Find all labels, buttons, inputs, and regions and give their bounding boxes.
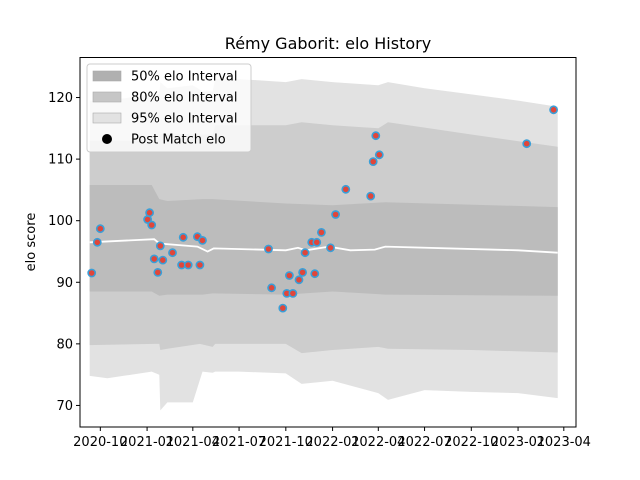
- data-point: [374, 150, 384, 160]
- x-tick-label: 2021-07: [212, 435, 266, 450]
- legend-label: Post Match elo: [131, 133, 226, 148]
- x-axis: 2020-102021-012021-042021-072021-102022-…: [73, 427, 591, 450]
- chart-title: Rémy Gaborit: elo History: [225, 34, 431, 53]
- interval-bands: [89, 79, 558, 411]
- data-point: [95, 224, 105, 234]
- legend-swatch: [92, 70, 122, 82]
- data-point: [368, 157, 378, 166]
- data-point: [312, 237, 322, 247]
- y-tick-label: 90: [56, 276, 73, 291]
- legend-label: 50% elo Interval: [131, 70, 238, 85]
- data-point: [168, 248, 177, 258]
- data-point: [326, 243, 335, 253]
- data-point: [284, 271, 294, 280]
- plot-frame: [79, 57, 577, 428]
- data-point: [331, 210, 340, 219]
- y-tick-label: 120: [48, 91, 73, 106]
- data-point: [183, 260, 193, 270]
- data-point: [145, 208, 154, 218]
- x-tick-label: 2023-04: [537, 435, 591, 450]
- y-axis: 70 80 90 100 110 120: [48, 91, 80, 414]
- x-tick-label: 2021-04: [166, 435, 220, 450]
- legend-swatch: [92, 112, 122, 124]
- mean-elo-line: [89, 238, 558, 254]
- data-point: [149, 254, 159, 264]
- x-tick-label: 2021-10: [259, 435, 313, 450]
- data-point: [155, 241, 165, 251]
- data-point: [147, 220, 157, 230]
- data-point: [92, 237, 102, 247]
- x-tick-label: 2021-01: [120, 435, 174, 450]
- data-point: [341, 184, 351, 194]
- x-tick-label: 2022-04: [351, 435, 405, 450]
- y-tick-label: 80: [56, 337, 73, 352]
- y-tick-label: 110: [48, 153, 73, 168]
- x-tick-label: 2020-10: [73, 435, 127, 450]
- x-tick-label: 2023-01: [491, 435, 545, 450]
- y-axis-label: elo score: [24, 213, 39, 272]
- data-point: [522, 139, 532, 149]
- data-point: [195, 260, 205, 270]
- data-point: [158, 255, 168, 265]
- data-point: [267, 283, 276, 293]
- legend-marker: [102, 134, 112, 144]
- data-point: [278, 303, 288, 313]
- y-tick-label: 100: [48, 214, 73, 229]
- data-point: [316, 227, 326, 237]
- mean-line: [89, 238, 558, 254]
- legend-swatch: [92, 91, 122, 103]
- data-point: [198, 235, 207, 245]
- data-point: [178, 232, 188, 242]
- data-point: [153, 267, 163, 277]
- data-point: [288, 288, 298, 298]
- data-point: [310, 269, 320, 279]
- legend: 50% elo Interval 80% elo Interval 95% elo …: [86, 63, 252, 153]
- post-match-points: [87, 105, 558, 313]
- data-point: [294, 275, 304, 285]
- data-point: [549, 105, 558, 115]
- data-point: [371, 131, 381, 141]
- x-tick-label: 2022-07: [397, 435, 451, 450]
- y-tick-label: 70: [56, 399, 73, 414]
- legend-box: [86, 63, 252, 153]
- x-tick-label: 2022-10: [444, 435, 498, 450]
- data-point: [87, 268, 97, 278]
- band-2: [89, 185, 558, 296]
- data-point: [264, 244, 273, 254]
- x-tick-label: 2022-01: [305, 435, 359, 450]
- legend-label: 95% elo Interval: [131, 112, 238, 127]
- data-point: [366, 191, 376, 201]
- legend-label: 80% elo Interval: [131, 91, 238, 106]
- data-point: [300, 248, 310, 258]
- data-point: [298, 267, 307, 277]
